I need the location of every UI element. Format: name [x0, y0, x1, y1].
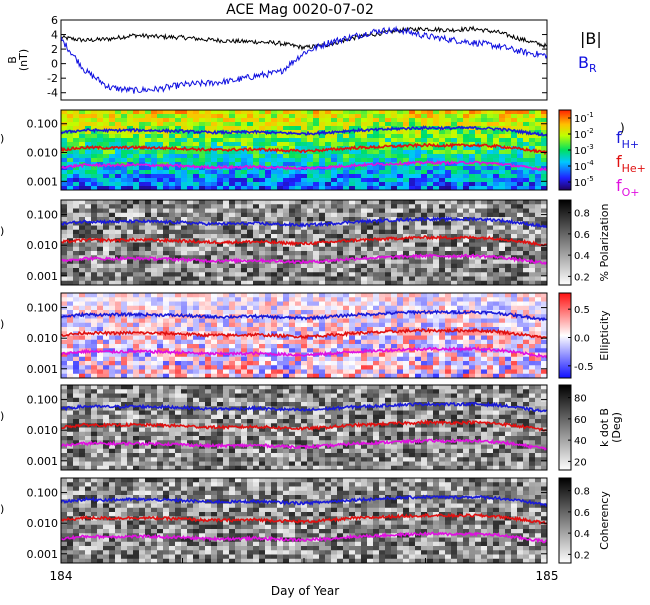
colorbar-tick-label: 0.8	[574, 487, 590, 498]
y-tick-label: 0.010	[27, 332, 59, 345]
legend-f-he: fHe+	[616, 152, 646, 175]
y-axis-label-cropped: )	[0, 318, 4, 331]
panel-coherency: 0.100 0.010 0.001) 0.8 0.6 0.4 0.2 Coherency	[0, 478, 611, 564]
y-axis-label-cropped: )	[0, 503, 4, 516]
y-axis-label-cropped: )	[0, 132, 4, 145]
colorbar-tick-label: 0.4	[574, 529, 590, 540]
colorbar-tick-label: 60	[574, 415, 587, 426]
y-tick-label: 0.100	[27, 118, 59, 131]
spectrogram-background	[61, 293, 548, 379]
y-tick-label: 0.100	[27, 209, 59, 222]
panel-frame	[61, 20, 547, 100]
y-tick-label: 6	[51, 14, 58, 27]
y-tick-label: -4	[47, 87, 58, 100]
y-tick-label: 0.010	[27, 424, 59, 437]
colorbar-tick-label: 0.6	[574, 230, 590, 241]
colorbar-tick-label: 0.5	[574, 305, 590, 316]
y-axis-label-cropped: )	[0, 225, 4, 238]
colorbar-tick-label: 0.2	[574, 272, 590, 283]
colorbar-tick-label: 0.4	[574, 251, 590, 262]
colorbar-bwr	[559, 293, 571, 378]
colorbar-tick-label: 10-1	[574, 111, 594, 125]
y-tick-label: -2	[47, 72, 58, 85]
legend-b-total: |B|	[580, 29, 602, 48]
colorbar-tick-label: 0.0	[574, 334, 590, 345]
colorbar-tick-label: 20	[574, 457, 587, 468]
x-tick-label: 185	[536, 569, 559, 583]
colorbar-tick-label: 10-2	[574, 127, 594, 141]
legend-f-h: fH+	[616, 128, 639, 151]
frequency-panels: 0.1000.0100.001)10-110-210-310-410-5)0.1…	[0, 110, 625, 564]
colorbar-tick-label: 10-4	[574, 159, 594, 173]
y-tick-label: 0.001	[27, 548, 59, 561]
y-tick-label: 0.001	[27, 363, 59, 376]
panel-polarization: 0.100 0.010 0.001) 0.8 0.6 0.4 0.2 % Polarizati…	[0, 200, 611, 286]
y-tick-label: 0.010	[27, 517, 59, 530]
x-tick-label: 184	[50, 569, 73, 583]
y-axis-label-cropped: )	[0, 410, 4, 423]
colorbar-tick-label: 40	[574, 436, 587, 447]
spectrogram-background	[61, 478, 548, 564]
y-tick-label: 0.010	[27, 239, 59, 252]
colorbar-label-unit: (Deg)	[610, 412, 623, 443]
colorbar-tick-label: -0.5	[574, 362, 594, 373]
colorbar-tick-label: 0.2	[574, 550, 590, 561]
x-axis-label: Day of Year	[271, 584, 339, 598]
colorbar-label: % Polarization	[598, 204, 611, 282]
y-tick-label: 2	[51, 43, 58, 56]
legend-b-r: BR	[578, 53, 597, 75]
y-tick-label: 0.100	[27, 394, 59, 407]
y-tick-label: 0.001	[27, 455, 59, 468]
y-axis-label-unit: (nT)	[17, 49, 30, 71]
panel-ellipticity: 0.100 0.010 0.001) 0.5 0.0 -0.5 Ellipticity	[0, 293, 611, 379]
y-tick-label: 0.010	[27, 147, 59, 160]
colorbar-tick-label: 0.6	[574, 508, 590, 519]
y-tick-label: 0.100	[27, 487, 59, 500]
y-tick-label: 0.001	[27, 175, 59, 188]
chart-title: ACE Mag 0020-07-02	[226, 2, 374, 18]
legend-f-o: fO+	[616, 176, 640, 199]
y-tick-label: 0.100	[27, 302, 59, 315]
colorbar-label: Ellipticity	[598, 310, 611, 361]
colorbar-tick-label: 10-3	[574, 143, 594, 157]
y-tick-label: 0.001	[27, 270, 59, 283]
colorbar-tick-label: 0.8	[574, 209, 590, 220]
colorbar-tick-label: 10-5	[574, 175, 594, 189]
colorbar-tick-label: 80	[574, 394, 587, 405]
y-tick-label: 0	[51, 58, 58, 71]
colorbar-label: Coherency	[598, 491, 611, 550]
y-tick-label: 4	[51, 29, 58, 42]
